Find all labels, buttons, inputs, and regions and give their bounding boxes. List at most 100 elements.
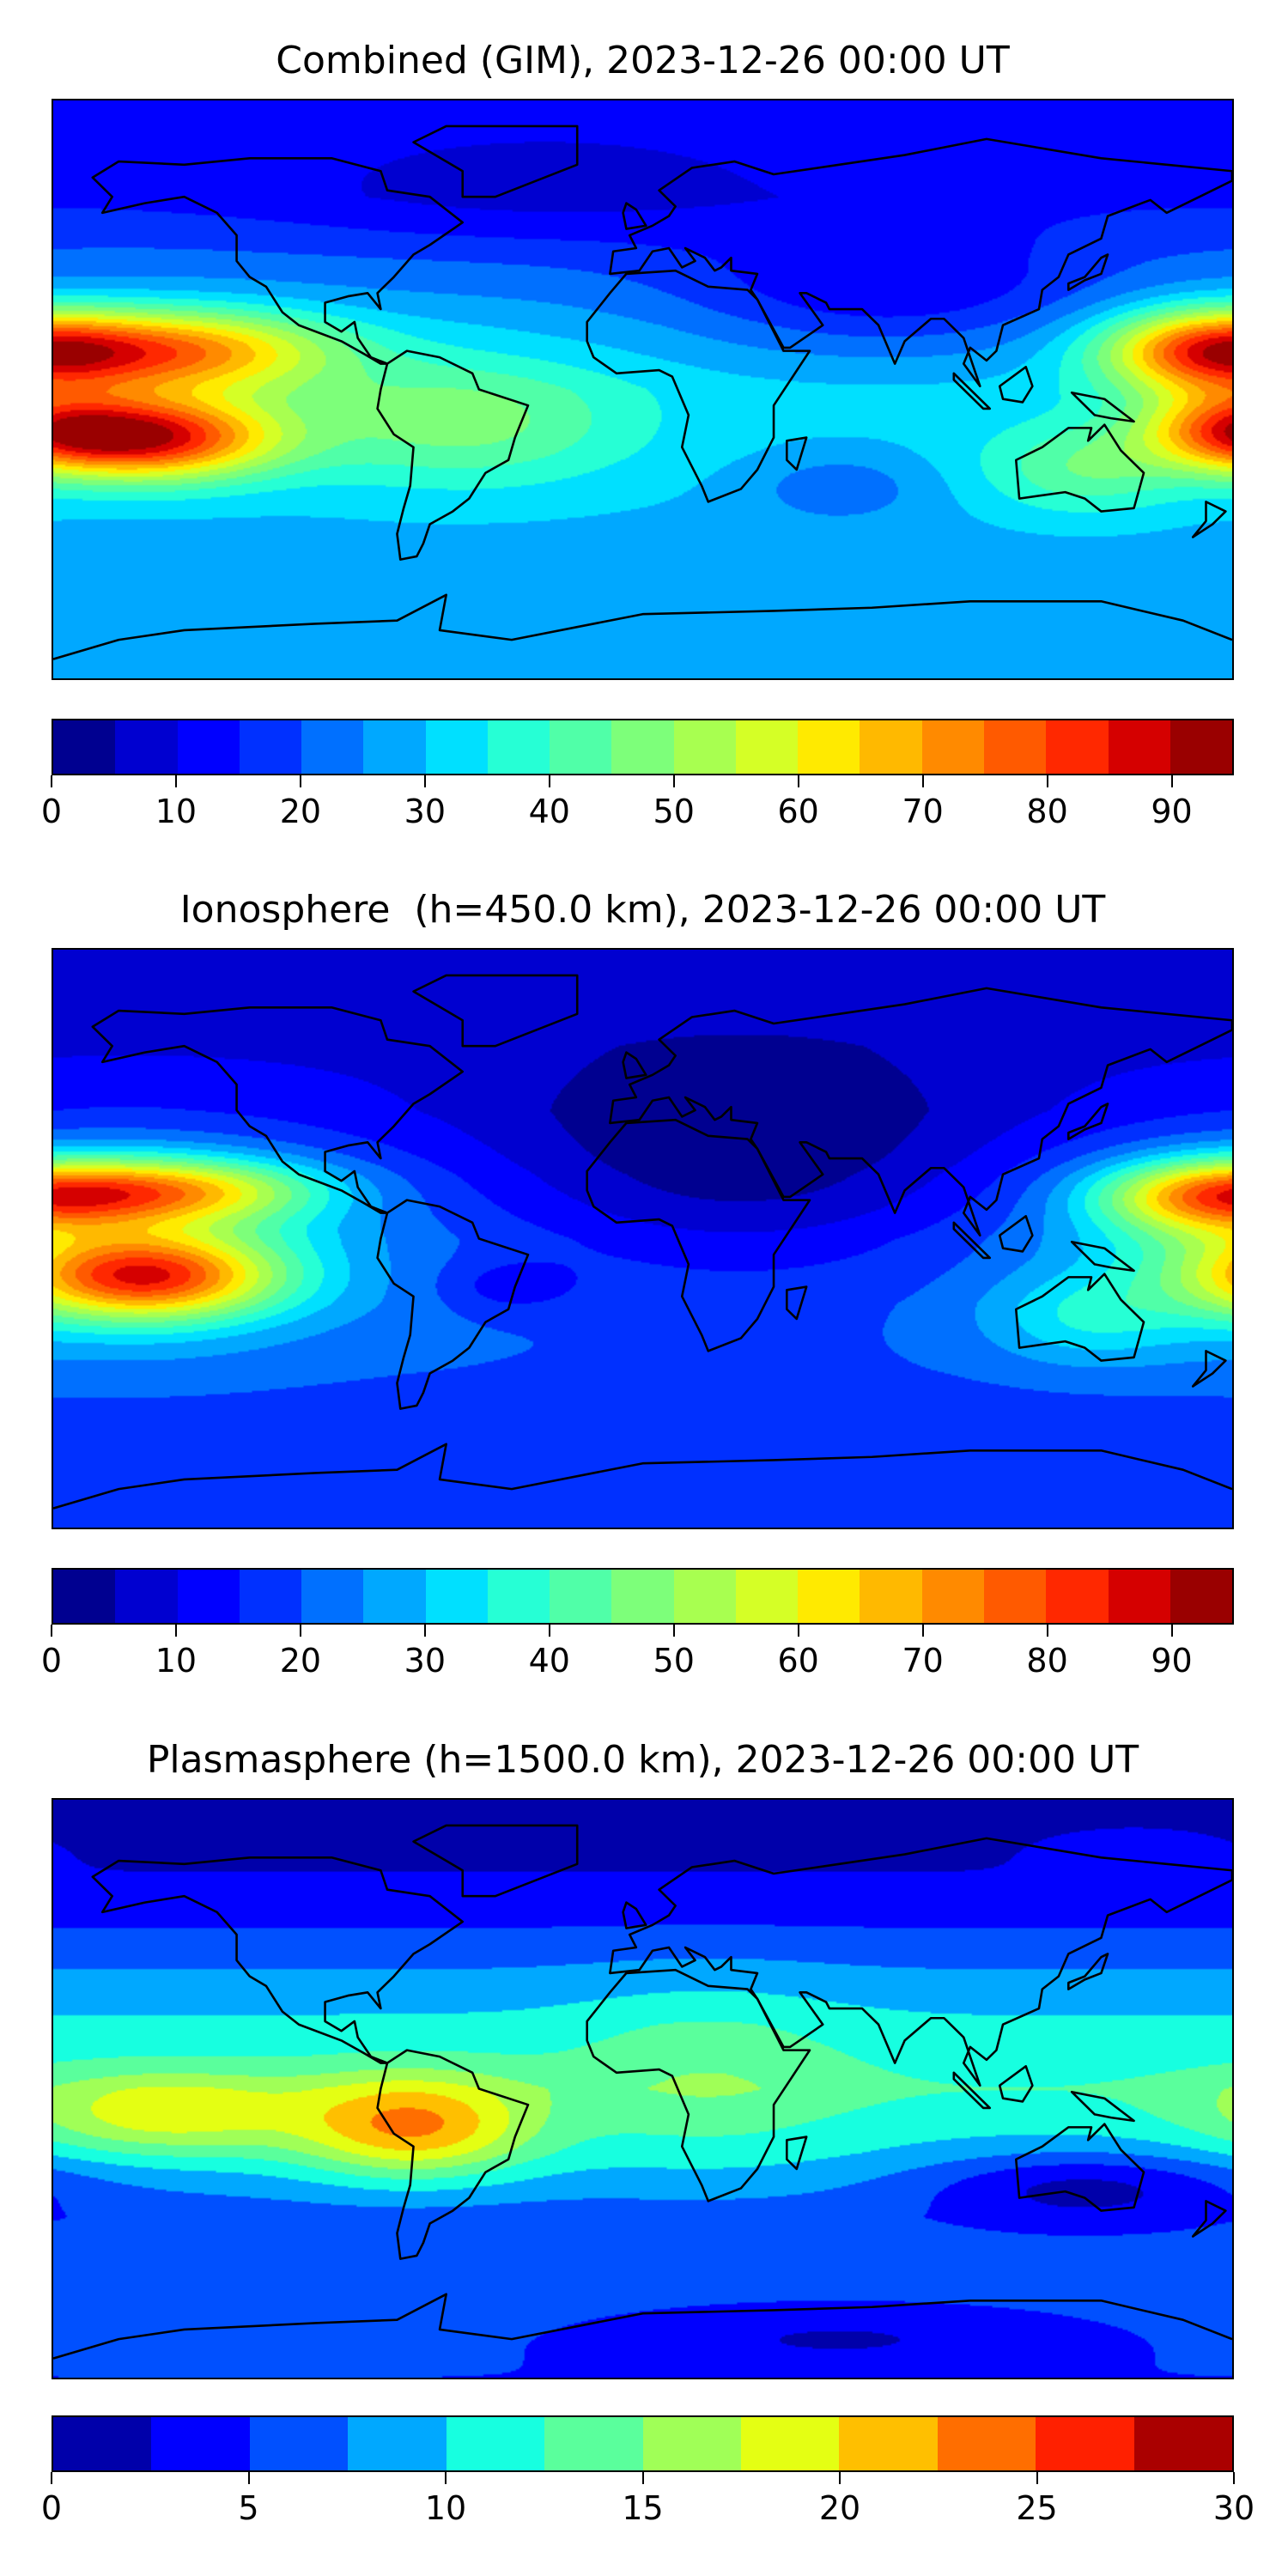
colorbar-tick <box>548 775 550 787</box>
contour-field <box>53 100 1232 678</box>
colorbar-tick-label: 70 <box>902 793 944 830</box>
colorbar-segment <box>735 720 799 774</box>
colorbar-segment <box>53 720 116 774</box>
colorbar-tick-label: 0 <box>40 2489 63 2527</box>
colorbar-tick-label: 25 <box>1016 2489 1058 2527</box>
colorbar-segment <box>487 1570 550 1623</box>
coastline-australia <box>1016 425 1144 512</box>
colorbar-tick-label: 90 <box>1151 1642 1193 1680</box>
colorbar-segment <box>239 720 302 774</box>
colorbar-tick-label: 20 <box>818 2489 861 2527</box>
colorbar-segment <box>1133 2417 1233 2470</box>
coastlines <box>53 950 1232 1528</box>
colorbar-segment <box>1108 1570 1170 1623</box>
chart-title: Plasmasphere (h=1500.0 km), 2023-12-26 0… <box>146 1738 1139 1782</box>
colorbar-segment <box>115 720 178 774</box>
contour-field <box>53 950 1232 1528</box>
colorbar-segment <box>550 720 612 774</box>
coastline-british-isles <box>623 1053 647 1078</box>
colorbar-segment <box>740 2417 840 2470</box>
colorbar-segment <box>611 720 674 774</box>
colorbar-segment <box>301 720 364 774</box>
colorbar-tick-label: 40 <box>528 1642 570 1680</box>
tec-map <box>52 1798 1234 2379</box>
coastline-greenland <box>414 126 578 197</box>
coastline-sumatra <box>954 1223 990 1258</box>
colorbar-tick-label: 30 <box>404 1642 447 1680</box>
tec-map <box>52 948 1234 1529</box>
coastline-north-america <box>93 1857 463 2063</box>
colorbar-tick-label: 20 <box>279 1642 322 1680</box>
colorbar <box>52 719 1234 775</box>
colorbar-tick-label: 80 <box>1026 1642 1068 1680</box>
colorbar-tick-label: 10 <box>424 2489 467 2527</box>
colorbar-tick-label: 10 <box>155 793 197 830</box>
colorbar-segment <box>983 720 1047 774</box>
coastline-sumatra <box>954 2073 990 2108</box>
colorbar-tick <box>1046 1625 1048 1637</box>
colorbar-segment <box>735 1570 799 1623</box>
colorbar-tick-label: 0 <box>40 793 63 830</box>
colorbar-tick <box>1036 2472 1038 2484</box>
colorbar-segment <box>1046 720 1109 774</box>
colorbar-ticks: 0 10 20 30 40 50 60 70 80 90 <box>41 775 1234 844</box>
colorbar-segment <box>177 720 240 774</box>
colorbar-segment <box>53 1570 116 1623</box>
colorbar-tick-label: 0 <box>40 1642 63 1680</box>
colorbar-tick <box>423 1625 426 1637</box>
coastlines <box>53 1800 1232 2378</box>
colorbar-tick-label: 20 <box>279 793 322 830</box>
colorbar-tick-label: 40 <box>528 793 570 830</box>
colorbar-segment <box>151 2417 250 2470</box>
colorbar-tick-label: 10 <box>155 1642 197 1680</box>
coastline-north-america <box>93 1007 463 1212</box>
coastline-south-america <box>378 2050 528 2259</box>
coastline-madagascar <box>787 2137 806 2169</box>
colorbar <box>52 1568 1234 1625</box>
colorbar-segment <box>921 1570 984 1623</box>
coastline-new-guinea <box>1072 1242 1133 1271</box>
chart-title: Ionosphere (h=450.0 km), 2023-12-26 00:0… <box>179 888 1106 932</box>
coastline-eurasia <box>610 139 1232 386</box>
colorbar-segment <box>487 720 550 774</box>
coastline-greenland <box>414 1826 578 1896</box>
coastline-antarctica <box>53 1444 1232 1509</box>
colorbar-tick <box>51 2472 52 2484</box>
colorbar-tick <box>839 2472 841 2484</box>
colorbar-tick-label: 50 <box>653 793 695 830</box>
colorbar-segment <box>860 1570 922 1623</box>
colorbar-segment <box>798 1570 860 1623</box>
colorbar-segment <box>611 1570 674 1623</box>
colorbar-tick <box>247 2472 250 2484</box>
colorbar-tick-label: 90 <box>1151 793 1193 830</box>
colorbar-tick <box>921 1625 924 1637</box>
colorbar-tick <box>445 2472 447 2484</box>
colorbar-segment <box>798 720 860 774</box>
coastline-greenland <box>414 975 578 1046</box>
colorbar-tick <box>51 1625 52 1637</box>
coastline-borneo <box>999 367 1032 402</box>
coastline-japan <box>1068 1103 1108 1139</box>
colorbar-tick <box>797 775 799 787</box>
colorbar-tick-label: 70 <box>902 1642 944 1680</box>
colorbar-segment <box>1036 2417 1134 2470</box>
colorbar-segment <box>249 2417 349 2470</box>
coastline-eurasia <box>610 988 1232 1236</box>
colorbar-tick-label: 60 <box>777 1642 819 1680</box>
coastline-british-isles <box>623 204 647 229</box>
colorbar-tick <box>641 2472 644 2484</box>
colorbar-tick <box>672 775 675 787</box>
colorbar-segment <box>1046 1570 1109 1623</box>
colorbar-segment <box>177 1570 240 1623</box>
colorbar-tick-label: 50 <box>653 1642 695 1680</box>
coastline-new-zealand <box>1193 501 1225 537</box>
colorbar-tick <box>423 775 426 787</box>
colorbar-tick <box>174 775 177 787</box>
coastline-africa <box>587 1120 810 1351</box>
coastline-australia <box>1016 2124 1144 2211</box>
coastline-borneo <box>999 2066 1032 2101</box>
colorbar-segment <box>446 2417 545 2470</box>
colorbar-segment <box>937 2417 1036 2470</box>
colorbar-tick <box>51 775 52 787</box>
coastline-south-america <box>378 1200 528 1409</box>
